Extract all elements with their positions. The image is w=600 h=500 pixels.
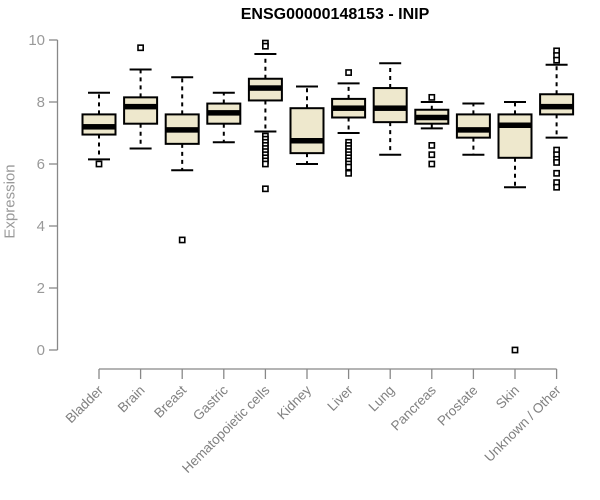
outlier-point: [553, 159, 560, 166]
outlier-point: [553, 169, 560, 177]
outlier-point: [261, 42, 269, 50]
x-tick-label: Kidney: [274, 382, 314, 422]
y-tick-label: 6: [37, 156, 45, 173]
y-tick-label: 10: [28, 32, 45, 49]
x-tick-label: Liver: [324, 382, 356, 414]
outlier-point: [345, 69, 352, 76]
x-tick-label: Unknown / Other: [481, 382, 564, 465]
iqr-box: [123, 96, 159, 125]
iqr-box: [289, 107, 325, 155]
boxplot-pancreas: [414, 93, 450, 168]
x-tick-label: Pancreas: [388, 382, 439, 433]
median-line: [498, 122, 532, 128]
y-tick-label: 0: [37, 342, 45, 359]
boxplot-hematopoietic-cells: [247, 39, 283, 193]
y-tick-label: 2: [37, 280, 45, 297]
x-tick-label: Bladder: [63, 382, 107, 426]
outlier-point: [511, 346, 519, 354]
outlier-point: [428, 151, 436, 159]
boxplot-lung: [372, 62, 408, 156]
x-tick-label: Skin: [493, 383, 522, 412]
x-tick-label: Gastric: [190, 382, 231, 423]
boxplot-liver: [331, 69, 367, 177]
median-line: [373, 105, 407, 111]
median-line: [332, 105, 366, 111]
boxplot-kidney: [289, 85, 325, 165]
iqr-box: [497, 113, 533, 159]
outlier-point: [137, 44, 144, 52]
outlier-point: [261, 185, 269, 193]
median-line: [456, 127, 490, 133]
boxplot-unknown-other: [539, 47, 575, 191]
median-line: [415, 114, 449, 121]
median-line: [124, 103, 158, 110]
outlier-point: [345, 163, 352, 171]
outlier-point: [261, 160, 269, 168]
x-tick-label: Breast: [151, 382, 189, 420]
iqr-box: [372, 87, 408, 124]
x-axis: [98, 368, 558, 379]
x-tick-label: Brain: [115, 383, 148, 416]
boxplot-prostate: [455, 102, 491, 156]
median-line: [290, 138, 324, 144]
outlier-point: [553, 183, 560, 191]
boxplot-skin: [497, 101, 533, 354]
y-axis: [49, 39, 59, 351]
median-line: [248, 85, 282, 91]
chart-title: ENSG00000148153 - INIP: [240, 6, 430, 23]
outlier-point: [428, 142, 436, 149]
y-tick-label: 4: [37, 218, 45, 235]
iqr-box: [455, 113, 491, 139]
x-tick-label: Lung: [365, 383, 397, 415]
outlier-point: [178, 236, 186, 244]
median-line: [165, 127, 199, 133]
median-line: [82, 124, 116, 130]
boxplot-gastric: [206, 91, 242, 144]
x-tick-label: Prostate: [434, 383, 480, 429]
median-line: [207, 110, 241, 116]
boxplot-bladder: [81, 91, 117, 168]
outlier-point: [345, 169, 352, 177]
boxplot-breast: [164, 76, 200, 244]
median-line: [540, 103, 574, 110]
y-tick-label: 8: [37, 94, 45, 111]
outlier-point: [95, 160, 103, 168]
outlier-point: [428, 160, 436, 168]
outlier-point: [428, 93, 436, 101]
boxplot-brain: [123, 44, 159, 150]
outlier-point: [553, 56, 560, 64]
